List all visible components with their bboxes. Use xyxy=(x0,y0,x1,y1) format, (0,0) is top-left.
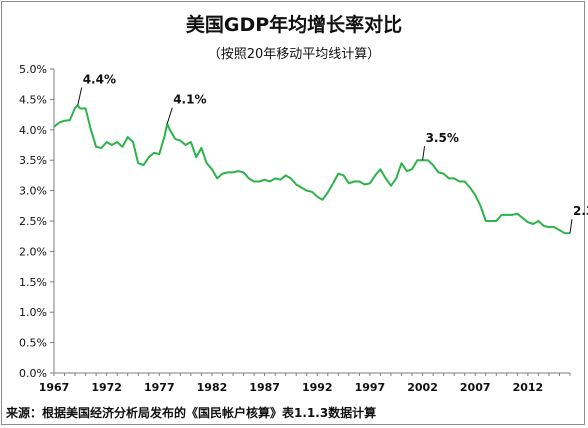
data-label-leader xyxy=(422,146,426,161)
x-tick-label: 1997 xyxy=(355,381,386,394)
data-label: 4.1% xyxy=(166,93,206,124)
y-tick-label: 5.0% xyxy=(19,63,47,76)
y-tick-label: 3.5% xyxy=(19,154,47,167)
x-tick-label: 1972 xyxy=(91,381,122,394)
chart-subtitle: （按照20年移动平均线计算） xyxy=(207,47,381,62)
x-tick-label: 1982 xyxy=(197,381,228,394)
y-tick-label: 1.0% xyxy=(19,306,47,319)
y-tick-label: 3.0% xyxy=(19,185,47,198)
x-tick-label: 1992 xyxy=(302,381,333,394)
y-tick-label: 0.5% xyxy=(19,337,47,350)
y-tick-label: 4.0% xyxy=(19,124,47,137)
x-tick-label: 1977 xyxy=(144,381,175,394)
data-label-leader xyxy=(77,87,83,106)
annotations: 4.4% 4.1% 3.5% 2.3% xyxy=(77,72,588,234)
data-label-text: 3.5% xyxy=(426,131,459,145)
x-tick-label: 2002 xyxy=(407,381,438,394)
x-tick-label: 2012 xyxy=(513,381,544,394)
y-tick-label: 4.5% xyxy=(19,93,47,106)
x-tick-label: 1967 xyxy=(39,381,70,394)
data-label-text: 2.3% xyxy=(573,204,588,218)
y-tick-label: 0.0% xyxy=(19,367,47,380)
data-label-text: 4.4% xyxy=(83,72,116,86)
y-tick-label: 2.5% xyxy=(19,215,47,228)
data-label: 2.3% xyxy=(569,204,588,234)
data-label-text: 4.1% xyxy=(173,93,206,107)
data-label-leader xyxy=(166,107,173,124)
chart-title: 美国GDP年均增长率对比 xyxy=(185,14,403,36)
y-tick-label: 1.5% xyxy=(19,276,47,289)
series-layer xyxy=(53,104,570,235)
x-tick-label: 2007 xyxy=(460,381,491,394)
x-tick-label: 1987 xyxy=(249,381,280,394)
source-note: 来源：根据美国经济分析局发布的《国民帐户核算》表1.1.3数据计算 xyxy=(6,406,377,420)
series-line xyxy=(53,104,570,235)
y-tick-label: 2.0% xyxy=(19,245,47,258)
data-label-leader xyxy=(569,219,573,234)
ticks: 0.0% 0.5% 1.0% 1.5% 2.0% 2.5% 3.0% 3.5% 4.0% 4.5%… xyxy=(19,63,571,394)
data-label: 3.5% xyxy=(422,131,459,161)
data-label: 4.4% xyxy=(77,72,116,106)
